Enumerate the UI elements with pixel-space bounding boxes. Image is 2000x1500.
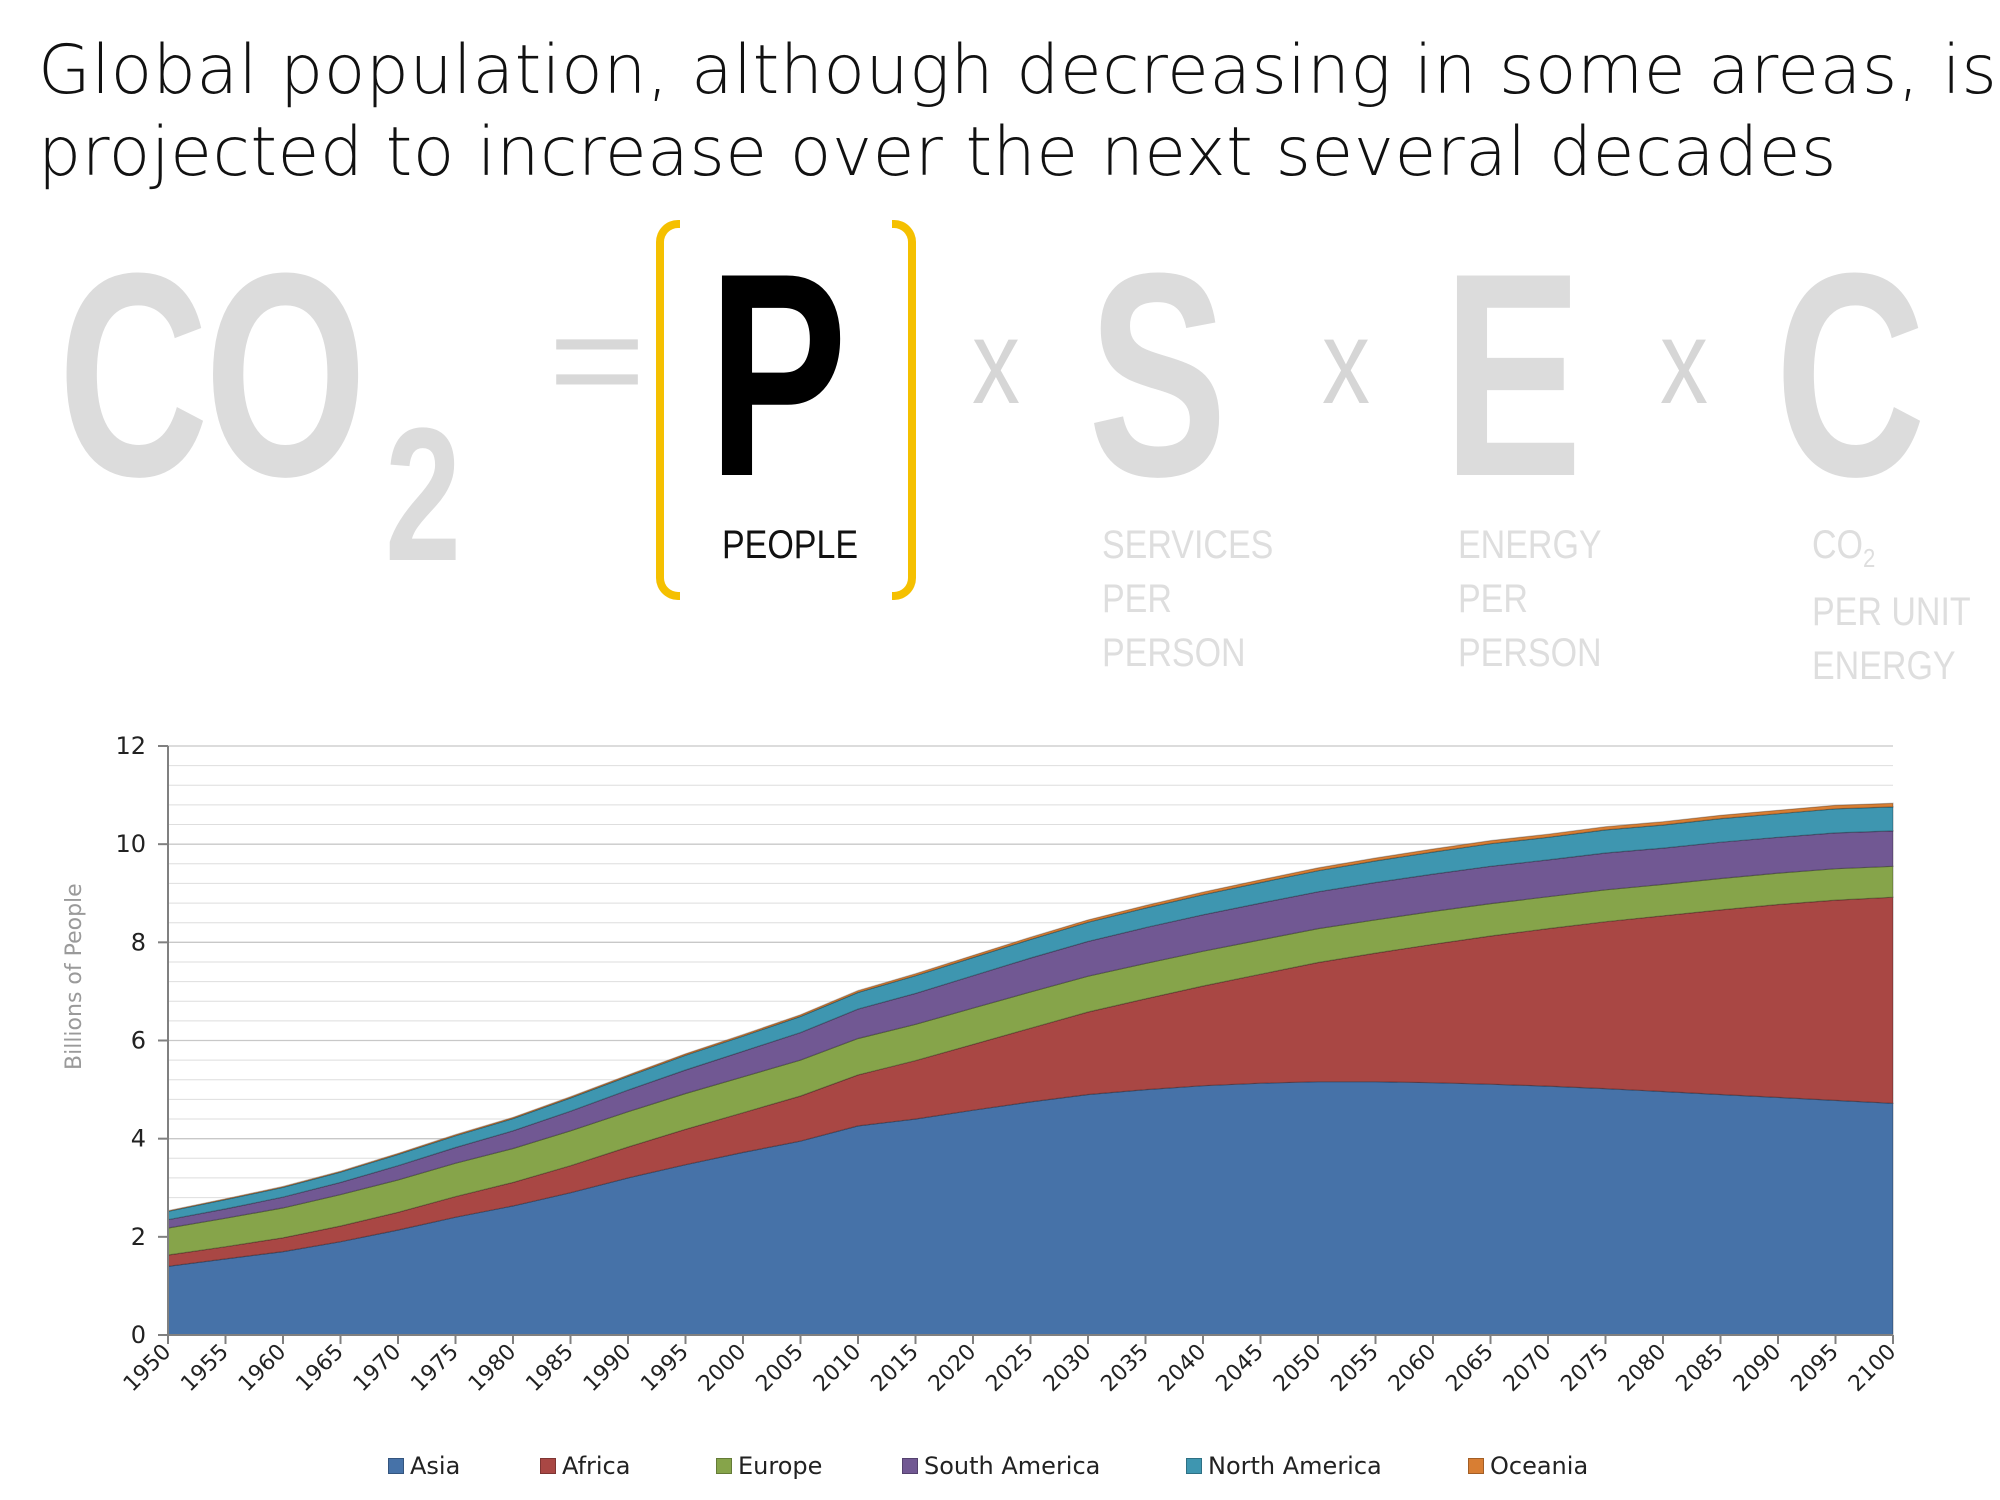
legend-swatch bbox=[1468, 1458, 1484, 1474]
x-tick-label: 1965 bbox=[291, 1340, 348, 1397]
e-label-line-1: ENERGY bbox=[1458, 523, 1602, 567]
times-sign-1: x bbox=[972, 295, 1020, 429]
x-tick-label: 2050 bbox=[1269, 1340, 1326, 1397]
legend-label: Europe bbox=[738, 1452, 823, 1480]
legend-swatch bbox=[716, 1458, 732, 1474]
x-tick-label: 2025 bbox=[981, 1340, 1038, 1397]
x-tick-label: 2020 bbox=[924, 1340, 981, 1397]
x-tick-label: 2065 bbox=[1441, 1340, 1498, 1397]
legend-label: Oceania bbox=[1490, 1452, 1589, 1480]
title-line-1: Global population, although decreasing i… bbox=[38, 31, 1998, 110]
area-series bbox=[167, 802, 1894, 1336]
legend-item-africa: Africa bbox=[540, 1452, 630, 1480]
legend-swatch bbox=[902, 1458, 918, 1474]
legend-item-oceania: Oceania bbox=[1468, 1452, 1588, 1480]
c-label-line-1: CO2 bbox=[1812, 518, 1971, 585]
e-label-line-2: PER bbox=[1458, 577, 1528, 621]
x-tick-label: 2080 bbox=[1614, 1340, 1671, 1397]
area-africa bbox=[167, 896, 1894, 1267]
axes bbox=[158, 746, 1893, 1343]
x-tick-label: 2035 bbox=[1096, 1340, 1153, 1397]
s-symbol: S bbox=[1088, 213, 1228, 537]
area-asia bbox=[167, 1081, 1894, 1336]
legend-item-north-america: North America bbox=[1186, 1452, 1382, 1480]
legend-label: Africa bbox=[562, 1452, 631, 1480]
y-tick-label: 8 bbox=[131, 928, 146, 956]
y-tick-labels: 0 2 4 6 8 10 12 bbox=[115, 732, 168, 1349]
bracket-left bbox=[656, 220, 680, 600]
area-north-america bbox=[167, 806, 1894, 1221]
e-symbol: E bbox=[1443, 213, 1583, 537]
legend-label: Asia bbox=[410, 1452, 461, 1480]
y-tick-label: 10 bbox=[115, 830, 146, 858]
x-tick-label: 2005 bbox=[751, 1340, 808, 1397]
e-label: ENERGY PER PERSON bbox=[1458, 518, 1602, 680]
times-sign-2: x bbox=[1322, 295, 1370, 429]
c-symbol: C bbox=[1775, 213, 1926, 537]
times-sign-3: x bbox=[1660, 295, 1708, 429]
legend-item-asia: Asia bbox=[388, 1452, 460, 1480]
x-tick-label: 1980 bbox=[464, 1340, 521, 1397]
bracket-right bbox=[892, 220, 916, 600]
area-europe bbox=[167, 865, 1894, 1256]
x-tick-label: 2000 bbox=[694, 1340, 751, 1397]
x-tick-labels: 1950 1955 1960 1965 1970 1975 1980 1985 1990 1995… bbox=[119, 1335, 1901, 1397]
c-label: CO2 PER UNIT ENERGY bbox=[1812, 518, 1971, 693]
x-tick-label: 2100 bbox=[1844, 1340, 1901, 1397]
c-label-line-3: ENERGY bbox=[1812, 644, 1956, 688]
legend-swatch bbox=[540, 1458, 556, 1474]
x-tick-label: 2045 bbox=[1211, 1340, 1268, 1397]
y-tick-label: 12 bbox=[115, 732, 146, 760]
x-tick-label: 2075 bbox=[1556, 1340, 1613, 1397]
y-tick-label: 4 bbox=[131, 1125, 146, 1153]
co2-symbol: CO bbox=[58, 213, 367, 537]
x-tick-label: 2010 bbox=[809, 1340, 866, 1397]
legend-item-south-america: South America bbox=[902, 1452, 1100, 1480]
x-tick-label: 1955 bbox=[176, 1340, 233, 1397]
e-label-line-3: PERSON bbox=[1458, 631, 1602, 675]
s-label: SERVICES PER PERSON bbox=[1102, 518, 1273, 680]
x-tick-label: 1995 bbox=[636, 1340, 693, 1397]
c-label-sub: 2 bbox=[1863, 543, 1876, 573]
x-tick-label: 1990 bbox=[579, 1340, 636, 1397]
c-label-co: CO bbox=[1812, 523, 1863, 567]
x-tick-label: 1970 bbox=[349, 1340, 406, 1397]
legend-swatch bbox=[388, 1458, 404, 1474]
gridlines bbox=[168, 745, 1893, 1336]
co2-subscript: 2 bbox=[385, 389, 462, 601]
p-label: PEOPLE bbox=[722, 523, 859, 567]
x-tick-label: 2090 bbox=[1729, 1340, 1786, 1397]
p-symbol: P bbox=[708, 213, 848, 537]
c-label-line-2: PER UNIT bbox=[1812, 590, 1971, 634]
legend-label: North America bbox=[1208, 1452, 1382, 1480]
s-label-line-1: SERVICES bbox=[1102, 523, 1274, 567]
x-tick-label: 1975 bbox=[406, 1340, 463, 1397]
x-tick-label: 2070 bbox=[1499, 1340, 1556, 1397]
legend-item-europe: Europe bbox=[716, 1452, 822, 1480]
x-tick-label: 2085 bbox=[1671, 1340, 1728, 1397]
x-tick-label: 2060 bbox=[1384, 1340, 1441, 1397]
x-tick-label: 1985 bbox=[521, 1340, 578, 1397]
page-title: Global population, although decreasing i… bbox=[38, 30, 1998, 194]
area-south-america bbox=[167, 830, 1894, 1229]
x-tick-label: 2040 bbox=[1154, 1340, 1211, 1397]
x-tick-label: 2030 bbox=[1039, 1340, 1096, 1397]
chart-legend: Asia Africa Europe South America North Ameri… bbox=[0, 1452, 2000, 1488]
legend-swatch bbox=[1186, 1458, 1202, 1474]
y-axis-title: Billions of People bbox=[62, 883, 87, 1070]
y-tick-label: 6 bbox=[131, 1027, 146, 1055]
equals-sign: = bbox=[548, 281, 647, 438]
x-tick-label: 1960 bbox=[234, 1340, 291, 1397]
x-tick-label: 2055 bbox=[1326, 1340, 1383, 1397]
y-tick-label: 0 bbox=[131, 1321, 146, 1349]
s-label-line-3: PERSON bbox=[1102, 631, 1246, 675]
area-oceania bbox=[167, 802, 1894, 1213]
legend-label: South America bbox=[924, 1452, 1101, 1480]
x-tick-label: 1950 bbox=[119, 1340, 176, 1397]
s-label-line-2: PER bbox=[1102, 577, 1172, 621]
x-tick-label: 2095 bbox=[1786, 1340, 1843, 1397]
x-tick-label: 2015 bbox=[866, 1340, 923, 1397]
title-line-2: projected to increase over the next seve… bbox=[38, 113, 1837, 192]
y-tick-label: 2 bbox=[131, 1223, 146, 1251]
